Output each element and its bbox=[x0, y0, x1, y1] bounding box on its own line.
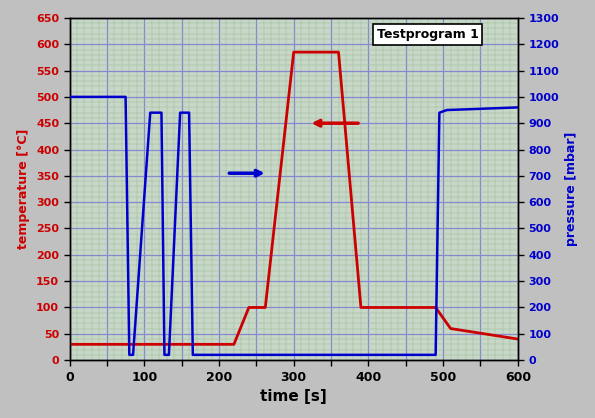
Text: Testprogram 1: Testprogram 1 bbox=[377, 28, 478, 41]
X-axis label: time [s]: time [s] bbox=[261, 389, 327, 404]
Y-axis label: temperature [°C]: temperature [°C] bbox=[17, 129, 30, 249]
Y-axis label: pressure [mbar]: pressure [mbar] bbox=[565, 132, 578, 246]
